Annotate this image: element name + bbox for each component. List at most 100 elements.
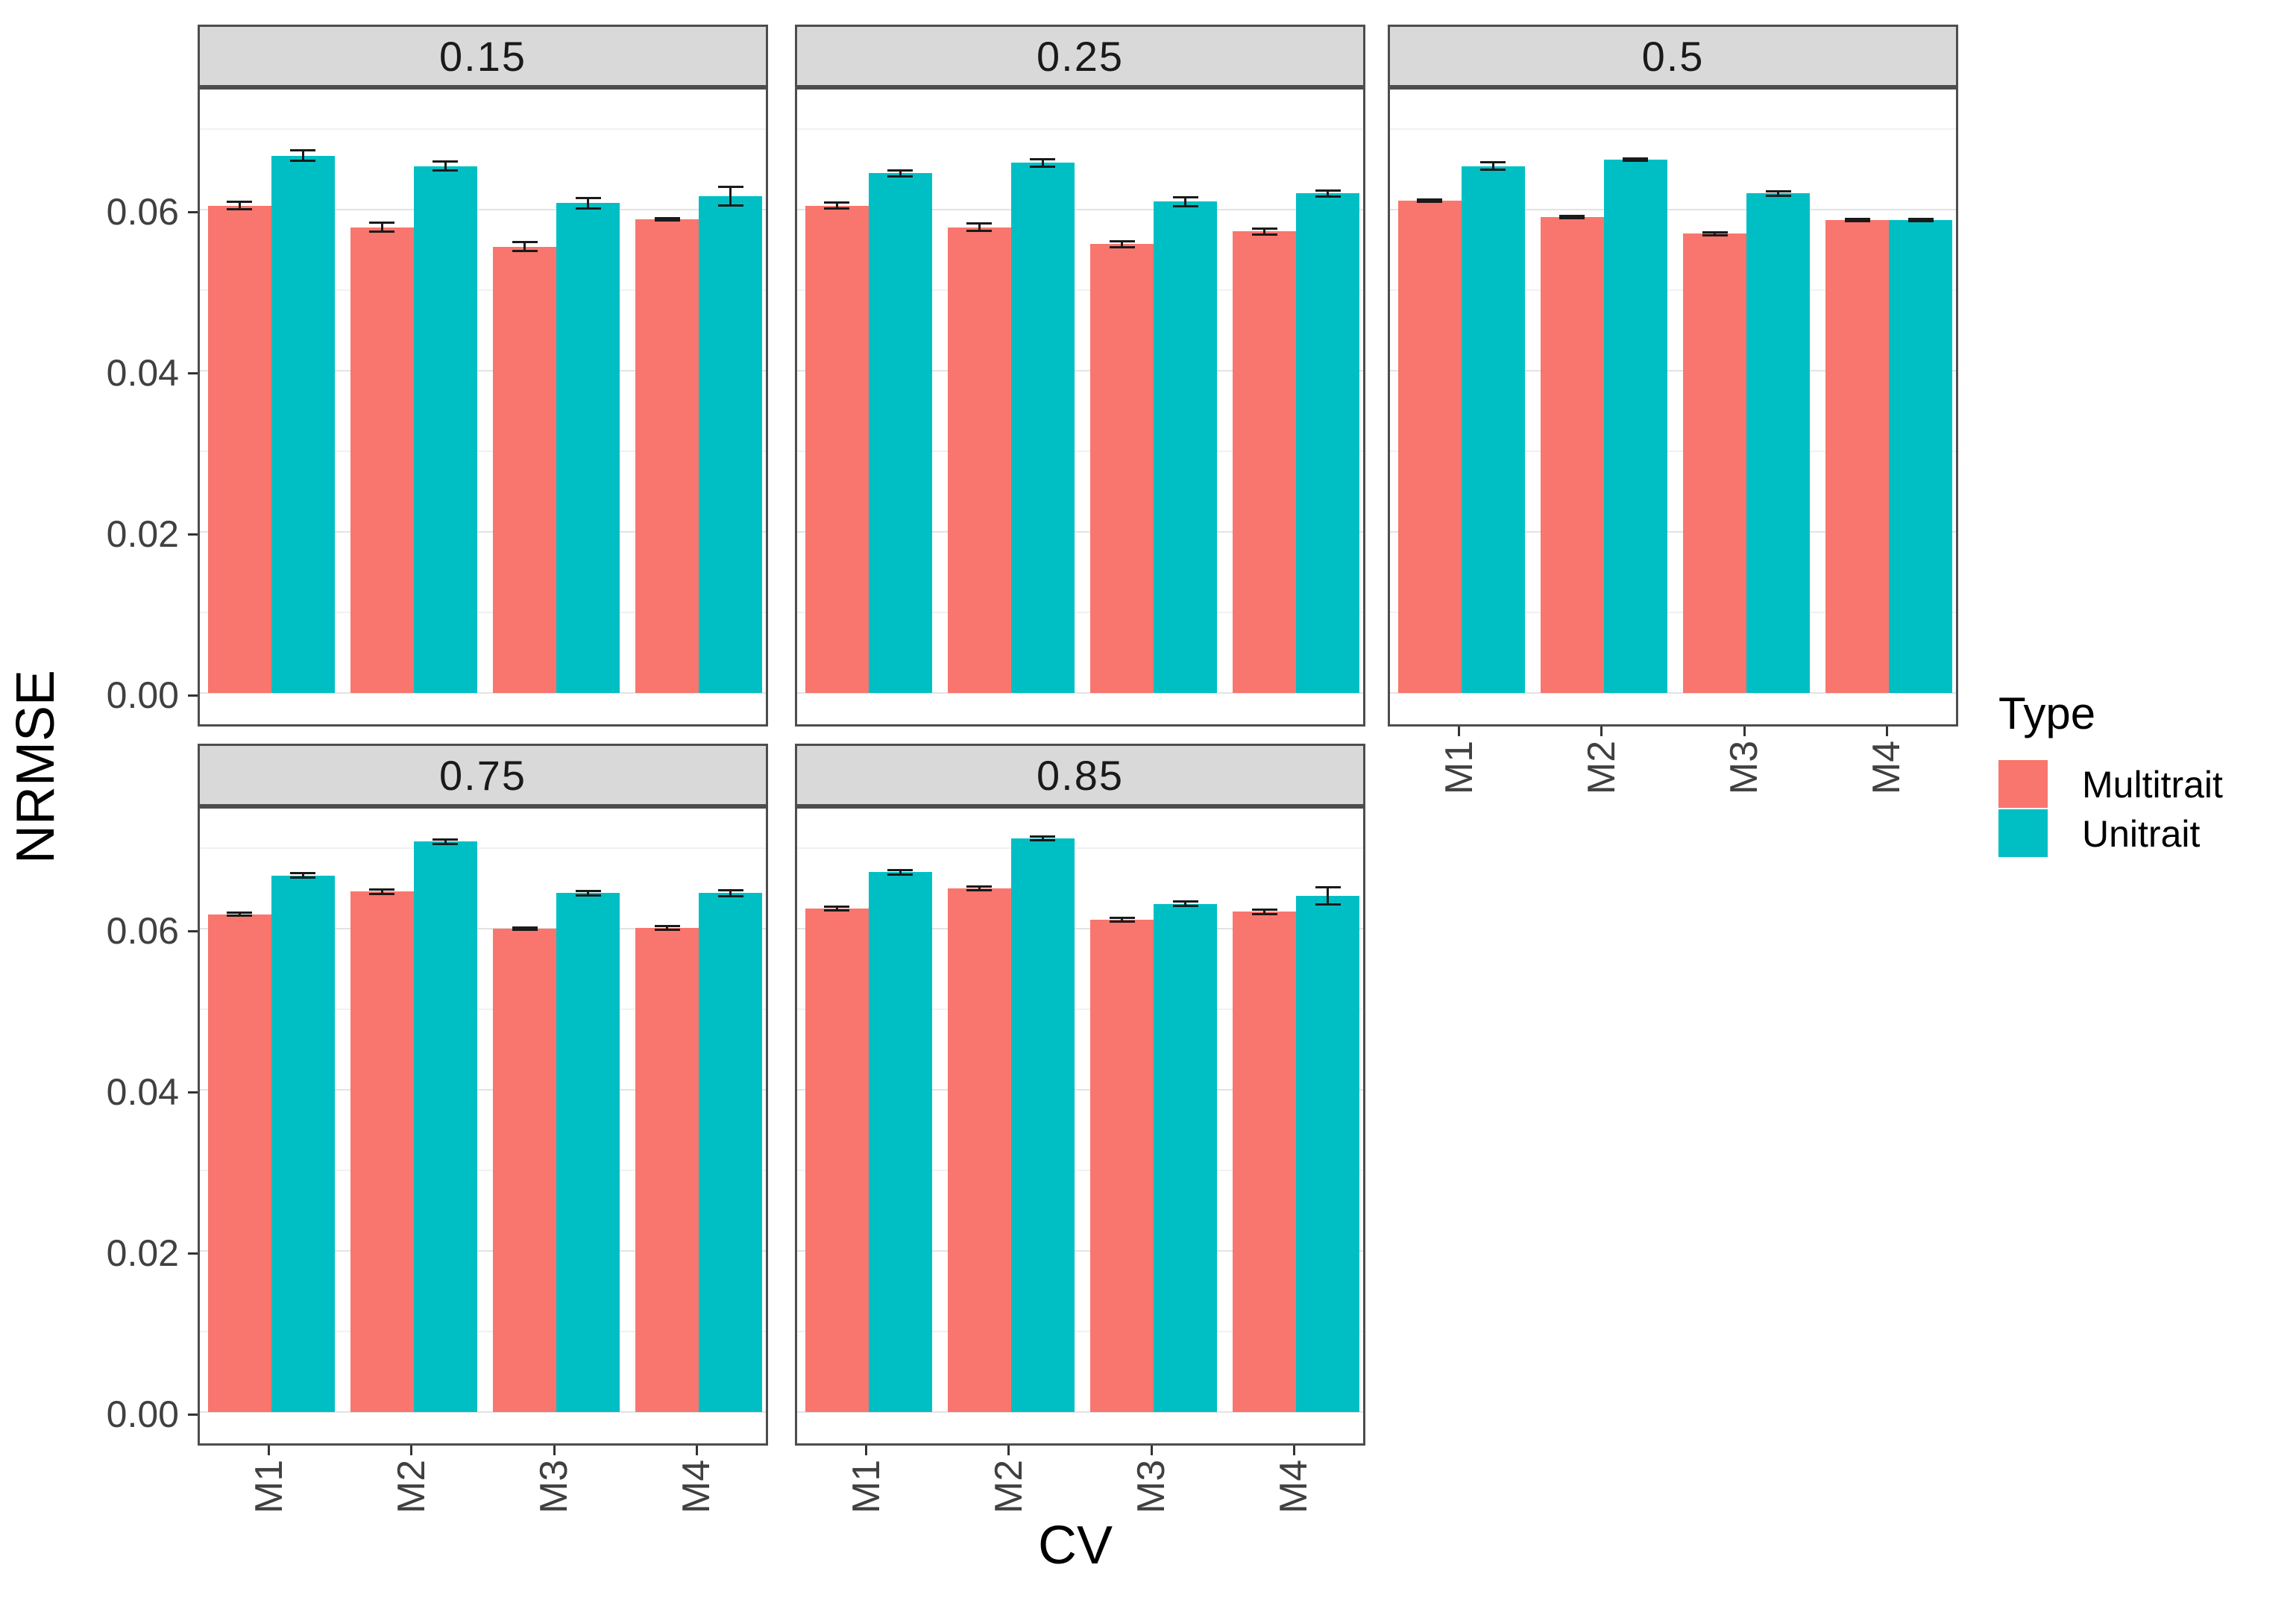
error-bar-line <box>729 185 732 207</box>
gridline-minor <box>200 612 766 613</box>
y-tick-mark <box>188 930 198 932</box>
facet-strip: 0.15 <box>198 25 768 87</box>
error-bar <box>1251 909 1277 915</box>
gridline-major <box>797 1250 1363 1252</box>
error-bar-cap-top <box>824 201 850 204</box>
bar-unitrait-m4 <box>1296 193 1360 693</box>
error-bar-line <box>1041 835 1044 842</box>
error-bar-line <box>1491 161 1494 172</box>
bar-multitrait-m1 <box>1397 201 1462 693</box>
x-tick-label: M1 <box>844 1459 888 1514</box>
error-bar <box>1559 214 1585 219</box>
bar-multitrait-m2 <box>350 891 414 1412</box>
bar-unitrait-m2 <box>413 166 477 693</box>
y-tick-mark <box>188 533 198 536</box>
error-bar <box>1702 231 1728 236</box>
error-bar-cap-bottom <box>654 219 680 222</box>
error-bar-cap-top <box>1251 909 1277 912</box>
error-bar <box>654 924 680 932</box>
error-bar-cap-top <box>512 926 538 929</box>
error-bar-cap-bottom <box>1109 245 1135 248</box>
error-bar <box>369 888 395 895</box>
error-bar <box>654 216 680 222</box>
error-bar-cap-top <box>1559 214 1585 217</box>
legend-item-label: Unitrait <box>2082 813 2201 855</box>
error-bar-cap-bottom <box>227 914 253 917</box>
x-tick-label: M4 <box>1865 740 1909 795</box>
error-bar-cap-bottom <box>887 175 913 178</box>
error-bar-line <box>899 869 902 876</box>
y-tick-mark <box>188 372 198 374</box>
error-bar <box>1480 161 1506 172</box>
gridline-minor <box>797 128 1363 130</box>
error-bar-cap-top <box>1172 900 1198 903</box>
error-bar-cap-top <box>717 185 743 188</box>
bar-multitrait-m2 <box>350 227 414 693</box>
error-bar <box>227 201 253 211</box>
error-bar-line <box>1121 916 1124 923</box>
facet-strip-label: 0.25 <box>1037 32 1124 80</box>
error-bar-line <box>1327 885 1330 906</box>
y-tick-label: 0.02 <box>106 513 179 555</box>
error-bar-cap-top <box>433 160 459 163</box>
error-bar <box>433 838 459 845</box>
x-tick-mark <box>695 1446 698 1455</box>
error-bar-line <box>587 196 590 210</box>
error-bar-line <box>666 924 669 932</box>
error-bar <box>966 222 993 233</box>
bar-multitrait-m4 <box>635 219 699 693</box>
error-bar <box>433 160 459 172</box>
legend-item: Unitrait <box>1998 809 2223 859</box>
error-bar-cap-bottom <box>887 873 913 876</box>
error-bar-cap-bottom <box>1030 165 1056 168</box>
x-tick-label: M3 <box>1130 1459 1174 1514</box>
gridline-minor <box>200 451 766 452</box>
x-tick-mark <box>268 1446 271 1455</box>
error-bar <box>290 872 316 879</box>
facet-panel <box>1388 87 1958 727</box>
bar-multitrait-m4 <box>1233 912 1297 1412</box>
error-bar-cap-bottom <box>512 250 538 253</box>
error-bar-line <box>301 872 304 879</box>
legend-title: Type <box>1998 688 2096 738</box>
error-bar-cap-top <box>887 169 913 172</box>
error-bar-cap-top <box>1844 217 1870 220</box>
bar-unitrait-m2 <box>1603 160 1667 693</box>
error-bar-cap-bottom <box>290 876 316 879</box>
error-bar-line <box>1184 195 1187 207</box>
error-bar-cap-top <box>512 241 538 244</box>
bar-unitrait-m1 <box>271 875 335 1412</box>
x-tick-mark <box>1292 1446 1295 1455</box>
gridline-minor <box>797 289 1363 291</box>
error-bar <box>966 885 993 892</box>
y-tick-label: 0.00 <box>106 674 179 716</box>
gridline-major <box>200 531 766 533</box>
error-bar-cap-bottom <box>1623 160 1649 163</box>
error-bar-cap-bottom <box>433 842 459 845</box>
x-tick-mark <box>1600 727 1603 736</box>
bar-unitrait-m2 <box>1010 163 1075 693</box>
error-bar <box>1109 240 1135 248</box>
facet-panel <box>198 806 768 1446</box>
gridline-major <box>797 209 1363 210</box>
error-bar-cap-top <box>887 869 913 872</box>
bar-multitrait-m2 <box>947 888 1011 1412</box>
gridline-minor <box>1390 128 1956 130</box>
error-bar-cap-top <box>1623 157 1649 160</box>
error-bar <box>1172 195 1198 207</box>
error-bar-cap-top <box>717 889 743 892</box>
error-bar <box>512 241 538 253</box>
error-bar-line <box>301 149 304 163</box>
error-bar-line <box>1428 198 1431 204</box>
gridline-major <box>1390 370 1956 371</box>
error-bar-cap-bottom <box>966 230 993 233</box>
bar-multitrait-m3 <box>493 246 557 693</box>
x-tick-label: M2 <box>389 1459 433 1514</box>
x-tick-mark <box>1007 1446 1010 1455</box>
x-tick-mark <box>1458 727 1461 736</box>
error-bar-cap-top <box>1315 885 1341 888</box>
legend-swatch-multitrait <box>1998 760 2048 808</box>
gridline-major <box>797 1411 1363 1413</box>
facet-panel <box>795 806 1365 1446</box>
